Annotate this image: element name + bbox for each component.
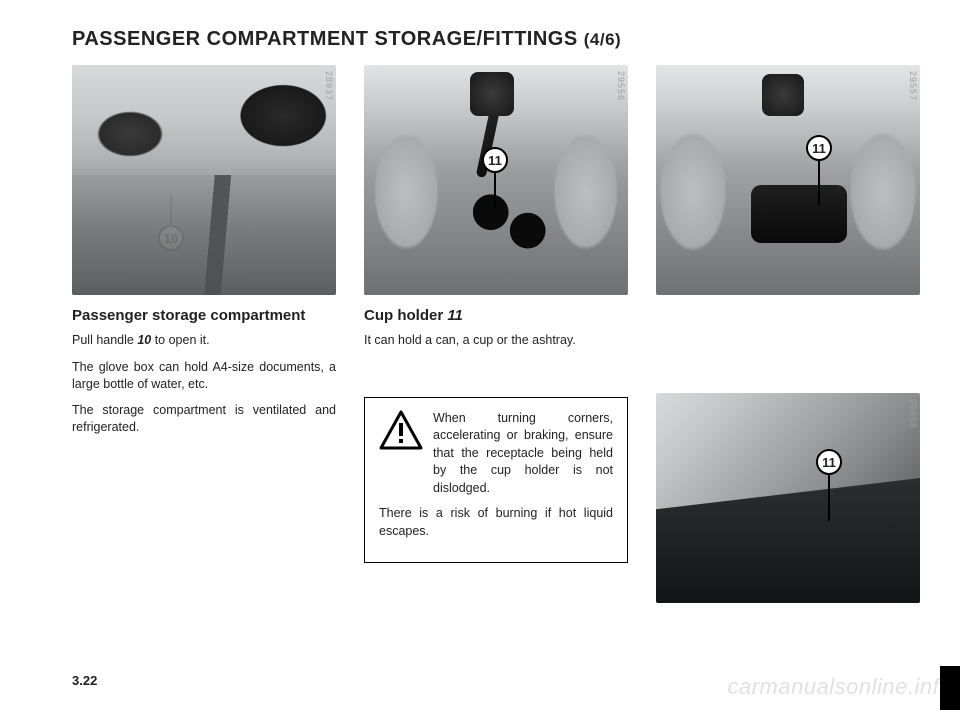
- callout-stem: [818, 161, 820, 205]
- callout-11-a: 11: [482, 147, 508, 209]
- callout-stem: [494, 173, 496, 209]
- callout-stem: [170, 195, 172, 225]
- figure-cupholder-console: 29557 11: [656, 65, 920, 295]
- warning-box: When turning corners, accelerating or br…: [364, 397, 628, 564]
- column-1: 28937 10 Passenger storage compartment P…: [72, 65, 336, 603]
- figure-glovebox: 28937 10: [72, 65, 336, 295]
- page-title: PASSENGER COMPARTMENT STORAGE/FITTINGS (…: [72, 28, 920, 51]
- text: Pull handle: [72, 333, 137, 347]
- figure-cupholder-door: 29558 11: [656, 393, 920, 603]
- body-p3: The storage compartment is ventilated an…: [72, 402, 336, 436]
- warning-text-2: There is a risk of burning if hot liquid…: [379, 505, 613, 540]
- image-code: 29558: [908, 399, 918, 429]
- image-code: 29556: [616, 71, 626, 101]
- callout-bubble: 11: [806, 135, 832, 161]
- figure-cupholder-center: 29556 11: [364, 65, 628, 295]
- warning-icon: [379, 410, 423, 450]
- section-tab: [940, 666, 960, 710]
- callout-10: 10: [158, 195, 184, 251]
- text: to open it.: [151, 333, 209, 347]
- ref-11: 11: [447, 307, 463, 324]
- column-2: 29556 11 Cup holder 11 It can hold a can…: [364, 65, 628, 603]
- warning-text-1: When turning corners, accelerating or br…: [433, 410, 613, 498]
- body-p1: Pull handle 10 to open it.: [72, 332, 336, 349]
- callout-bubble: 10: [158, 225, 184, 251]
- callout-bubble: 11: [816, 449, 842, 475]
- manual-page: PASSENGER COMPARTMENT STORAGE/FITTINGS (…: [0, 0, 960, 603]
- callout-11-b: 11: [806, 135, 832, 205]
- callout-bubble: 11: [482, 147, 508, 173]
- page-number: 3.22: [72, 673, 97, 688]
- heading-cup-holder: Cup holder 11: [364, 307, 628, 326]
- warning-top: When turning corners, accelerating or br…: [379, 410, 613, 498]
- text: Cup holder: [364, 307, 447, 324]
- heading-passenger-storage: Passenger storage compartment: [72, 307, 336, 326]
- watermark: carmanualsonline.info: [727, 674, 952, 700]
- title-main: PASSENGER COMPARTMENT STORAGE/FITTINGS: [72, 28, 578, 50]
- image-code: 29557: [908, 71, 918, 101]
- title-part: (4/6): [584, 30, 621, 49]
- body-cup-holder: It can hold a can, a cup or the ashtray.: [364, 332, 628, 349]
- column-3: 29557 11 29558 11: [656, 65, 920, 603]
- spacer: [656, 307, 920, 393]
- callout-11-c: 11: [816, 449, 842, 521]
- ref-10: 10: [137, 333, 151, 347]
- callout-stem: [828, 475, 830, 521]
- columns: 28937 10 Passenger storage compartment P…: [72, 65, 920, 603]
- image-code: 28937: [324, 71, 334, 101]
- body-p2: The glove box can hold A4-size documents…: [72, 359, 336, 393]
